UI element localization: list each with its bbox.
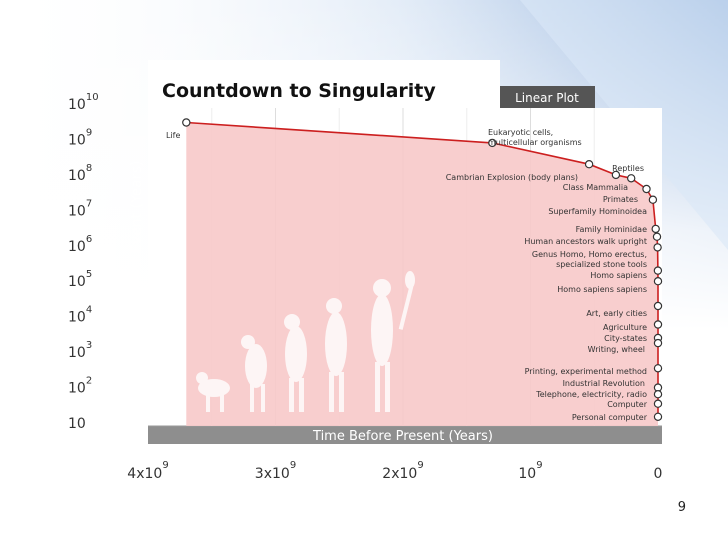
point-labels: Life Eukaryotic cells, multicellular organ… <box>166 128 648 422</box>
evolution-silhouette-icon <box>196 271 415 412</box>
point-label: Telephone, electricity, radio <box>535 390 647 399</box>
y-tick-label: 105 <box>68 269 92 290</box>
y-tick-label: 103 <box>68 340 92 361</box>
chart-subtitle: Linear Plot <box>515 91 579 105</box>
point-label: Eukaryotic cells, multicellular organisms <box>488 128 582 147</box>
data-point <box>584 159 594 169</box>
point-label: Human ancestors walk upright <box>524 237 647 246</box>
y-tick-label: 10 <box>68 416 86 432</box>
y-tick-label: 1010 <box>68 92 99 113</box>
y-tick-label: 109 <box>68 127 92 148</box>
data-point <box>653 412 663 421</box>
x-tick-labels: 4x109 3x109 2x109 109 0 <box>127 460 662 482</box>
point-label: Genus Homo, Homo erectus, specialized sto… <box>532 250 647 269</box>
point-label: Art, early cities <box>586 309 647 318</box>
data-point <box>642 184 651 194</box>
data-point <box>653 266 663 275</box>
xlabel-bar <box>148 426 662 444</box>
data-point <box>653 243 662 252</box>
x-tick-label: 4x109 <box>127 460 168 482</box>
chart-background <box>148 60 500 112</box>
point-label: Cambrian Explosion (body plans) <box>446 173 578 182</box>
data-point <box>653 390 663 399</box>
point-label: Reptiles <box>612 164 644 173</box>
y-axis-label: Time to Next Event (Years) <box>129 161 145 349</box>
y-tick-labels: 1010 109 108 107 106 105 104 103 102 10 <box>68 92 99 432</box>
point-label: City-states <box>604 334 647 343</box>
x-tick-label: 2x109 <box>382 460 423 482</box>
point-label: Life <box>166 131 180 140</box>
page-number: 9 <box>677 500 686 515</box>
y-tick-label: 102 <box>68 376 92 397</box>
chart-title: Countdown to Singularity <box>162 80 436 102</box>
data-point <box>653 338 663 348</box>
data-point <box>611 170 621 180</box>
point-label: Computer <box>607 400 647 409</box>
point-label: Writing, wheel <box>588 345 645 354</box>
data-point <box>653 277 663 286</box>
data-point <box>182 118 191 127</box>
x-tick-label: 0 <box>654 466 663 482</box>
point-label: Industrial Revolution <box>563 379 645 388</box>
point-label: Superfamily Hominoidea <box>548 207 647 216</box>
point-label: Homo sapiens <box>590 271 647 280</box>
y-tick-label: 107 <box>68 198 92 219</box>
y-tick-label: 104 <box>68 305 92 326</box>
subtitle-tab <box>500 86 595 108</box>
point-label: Homo sapiens sapiens <box>557 285 647 294</box>
data-point <box>651 224 660 234</box>
x-tick-label: 109 <box>518 460 542 482</box>
point-label: Personal computer <box>572 413 648 422</box>
y-tick-label: 106 <box>68 234 92 255</box>
data-point <box>653 399 663 408</box>
data-points <box>182 118 663 421</box>
data-point <box>627 174 636 183</box>
data-point <box>653 364 663 373</box>
data-point <box>653 301 663 311</box>
point-label: Printing, experimental method <box>525 367 647 376</box>
data-point <box>652 232 662 241</box>
point-label: Family Hominidae <box>576 225 647 234</box>
y-tick-label: 108 <box>68 163 92 184</box>
x-axis-label: Time Before Present (Years) <box>312 429 493 444</box>
data-point <box>488 138 497 148</box>
point-label: Class Mammalia <box>563 183 628 192</box>
data-point <box>653 320 663 329</box>
point-label: Primates <box>603 195 638 204</box>
x-tick-label: 3x109 <box>255 460 296 482</box>
point-label: Agriculture <box>603 323 647 332</box>
data-point <box>648 195 658 204</box>
